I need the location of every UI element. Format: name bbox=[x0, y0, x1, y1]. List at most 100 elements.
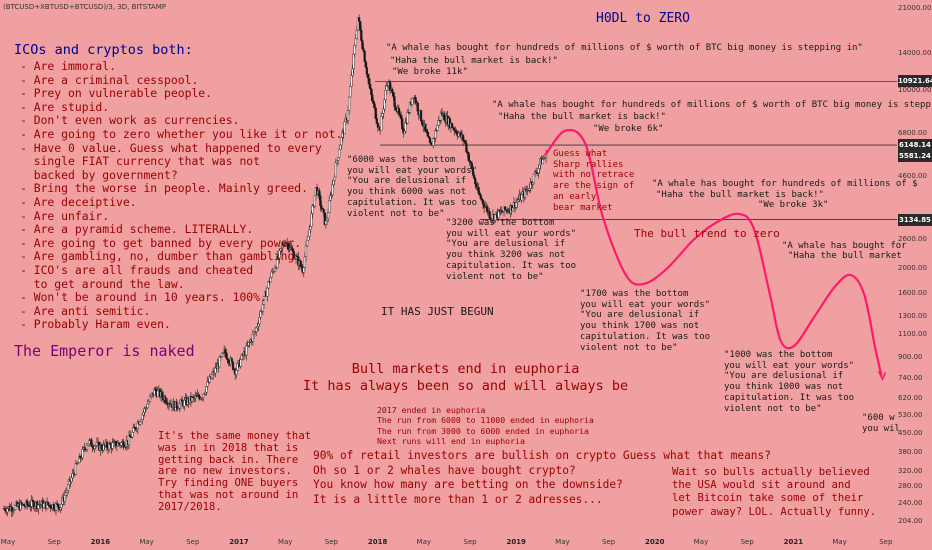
candle bbox=[354, 38, 357, 46]
y-tick-label: 530.00 bbox=[898, 411, 923, 420]
candle bbox=[486, 206, 489, 213]
candle bbox=[13, 505, 17, 510]
candle bbox=[156, 390, 159, 397]
x-tick-label: Sep bbox=[463, 538, 477, 546]
candle bbox=[411, 98, 414, 105]
candle bbox=[434, 130, 437, 139]
candle bbox=[311, 205, 314, 214]
candle bbox=[352, 53, 355, 70]
candle bbox=[429, 142, 433, 145]
candle bbox=[432, 138, 435, 146]
candle bbox=[70, 477, 73, 482]
candle bbox=[531, 182, 534, 185]
candle bbox=[338, 149, 341, 158]
candle bbox=[414, 96, 417, 104]
candle bbox=[74, 463, 78, 475]
y-tick-label: 240.00 bbox=[898, 498, 923, 507]
candle bbox=[371, 94, 374, 102]
bull-trend-label: The bull trend to zero bbox=[634, 227, 780, 240]
candle bbox=[393, 96, 396, 107]
icos-header: ICOs and cryptos both: bbox=[14, 42, 193, 58]
candle bbox=[419, 110, 423, 121]
price-tag: 3134.85 bbox=[898, 213, 932, 226]
candle bbox=[227, 359, 230, 364]
x-tick-label: 2021 bbox=[783, 538, 804, 546]
y-tick-label: 10000.00 bbox=[898, 86, 932, 95]
candle bbox=[457, 133, 460, 137]
candle bbox=[375, 118, 378, 124]
candle bbox=[245, 345, 248, 356]
candle bbox=[398, 113, 402, 116]
candle bbox=[132, 427, 135, 433]
candle bbox=[178, 403, 181, 409]
candle bbox=[175, 401, 178, 409]
candle bbox=[150, 394, 153, 398]
candle bbox=[373, 103, 376, 108]
x-tick-label: May bbox=[693, 538, 709, 546]
candle bbox=[391, 89, 394, 93]
candle bbox=[416, 102, 419, 112]
candle bbox=[322, 208, 325, 214]
candle bbox=[225, 352, 228, 359]
candle bbox=[226, 357, 229, 360]
candle bbox=[205, 386, 208, 393]
candle bbox=[363, 50, 366, 62]
candle bbox=[365, 67, 368, 75]
candle bbox=[488, 211, 491, 219]
candle bbox=[443, 113, 446, 121]
emperor-text: The Emperor is naked bbox=[14, 342, 195, 360]
symbol-label: (BTCUSD+XBTUSD+BTCUSD)/3, 3D, BITSTAMP bbox=[3, 3, 166, 11]
x-tick-label: Sep bbox=[47, 538, 61, 546]
candle bbox=[353, 45, 356, 55]
candle bbox=[515, 202, 518, 208]
candle bbox=[361, 40, 364, 49]
price-tag: 10921.64 bbox=[898, 75, 932, 88]
candle bbox=[129, 435, 132, 438]
candle bbox=[473, 174, 476, 179]
candle bbox=[436, 125, 439, 131]
candle bbox=[328, 200, 331, 213]
candle bbox=[197, 394, 200, 398]
candle bbox=[348, 96, 351, 111]
candle bbox=[281, 244, 284, 249]
broke-quote-2: "We broke 6k" bbox=[593, 124, 664, 134]
x-tick-label: May bbox=[139, 538, 154, 546]
candle bbox=[461, 134, 465, 141]
candle bbox=[220, 353, 224, 357]
candle bbox=[427, 135, 430, 139]
candle bbox=[183, 399, 186, 407]
candle bbox=[320, 205, 323, 209]
candle bbox=[208, 376, 211, 383]
y-tick-label: 900.00 bbox=[898, 352, 923, 361]
candle bbox=[259, 310, 262, 318]
candle bbox=[42, 503, 45, 508]
candle bbox=[381, 113, 384, 117]
y-tick-label: 4600.00 bbox=[898, 172, 927, 181]
candle bbox=[49, 505, 52, 508]
x-tick-label: May bbox=[832, 538, 847, 546]
bottom-6000-quote: "6000 was the bottom you will eat your w… bbox=[347, 155, 478, 219]
candle bbox=[360, 29, 363, 41]
candle bbox=[107, 443, 111, 450]
candle bbox=[478, 193, 481, 196]
broke-quote-3: "We broke 3k" bbox=[758, 200, 829, 210]
x-tick-label: 2019 bbox=[506, 538, 526, 546]
candle bbox=[251, 333, 255, 342]
candle bbox=[401, 118, 404, 130]
candle bbox=[136, 422, 139, 429]
candle bbox=[383, 99, 386, 110]
candle bbox=[384, 90, 387, 100]
candle bbox=[309, 226, 312, 231]
candle bbox=[421, 120, 424, 125]
candle bbox=[351, 68, 354, 76]
candle bbox=[230, 358, 233, 363]
just-begun-label: IT HAS JUST BEGUN bbox=[381, 305, 494, 318]
candle bbox=[122, 441, 125, 448]
bottom-1000-quote: "1000 was the bottom you will eat your w… bbox=[724, 350, 855, 414]
candle bbox=[100, 444, 103, 450]
candle bbox=[88, 440, 91, 444]
candle bbox=[350, 75, 353, 87]
y-tick-label: 6800.00 bbox=[898, 128, 927, 137]
candle bbox=[504, 206, 507, 211]
